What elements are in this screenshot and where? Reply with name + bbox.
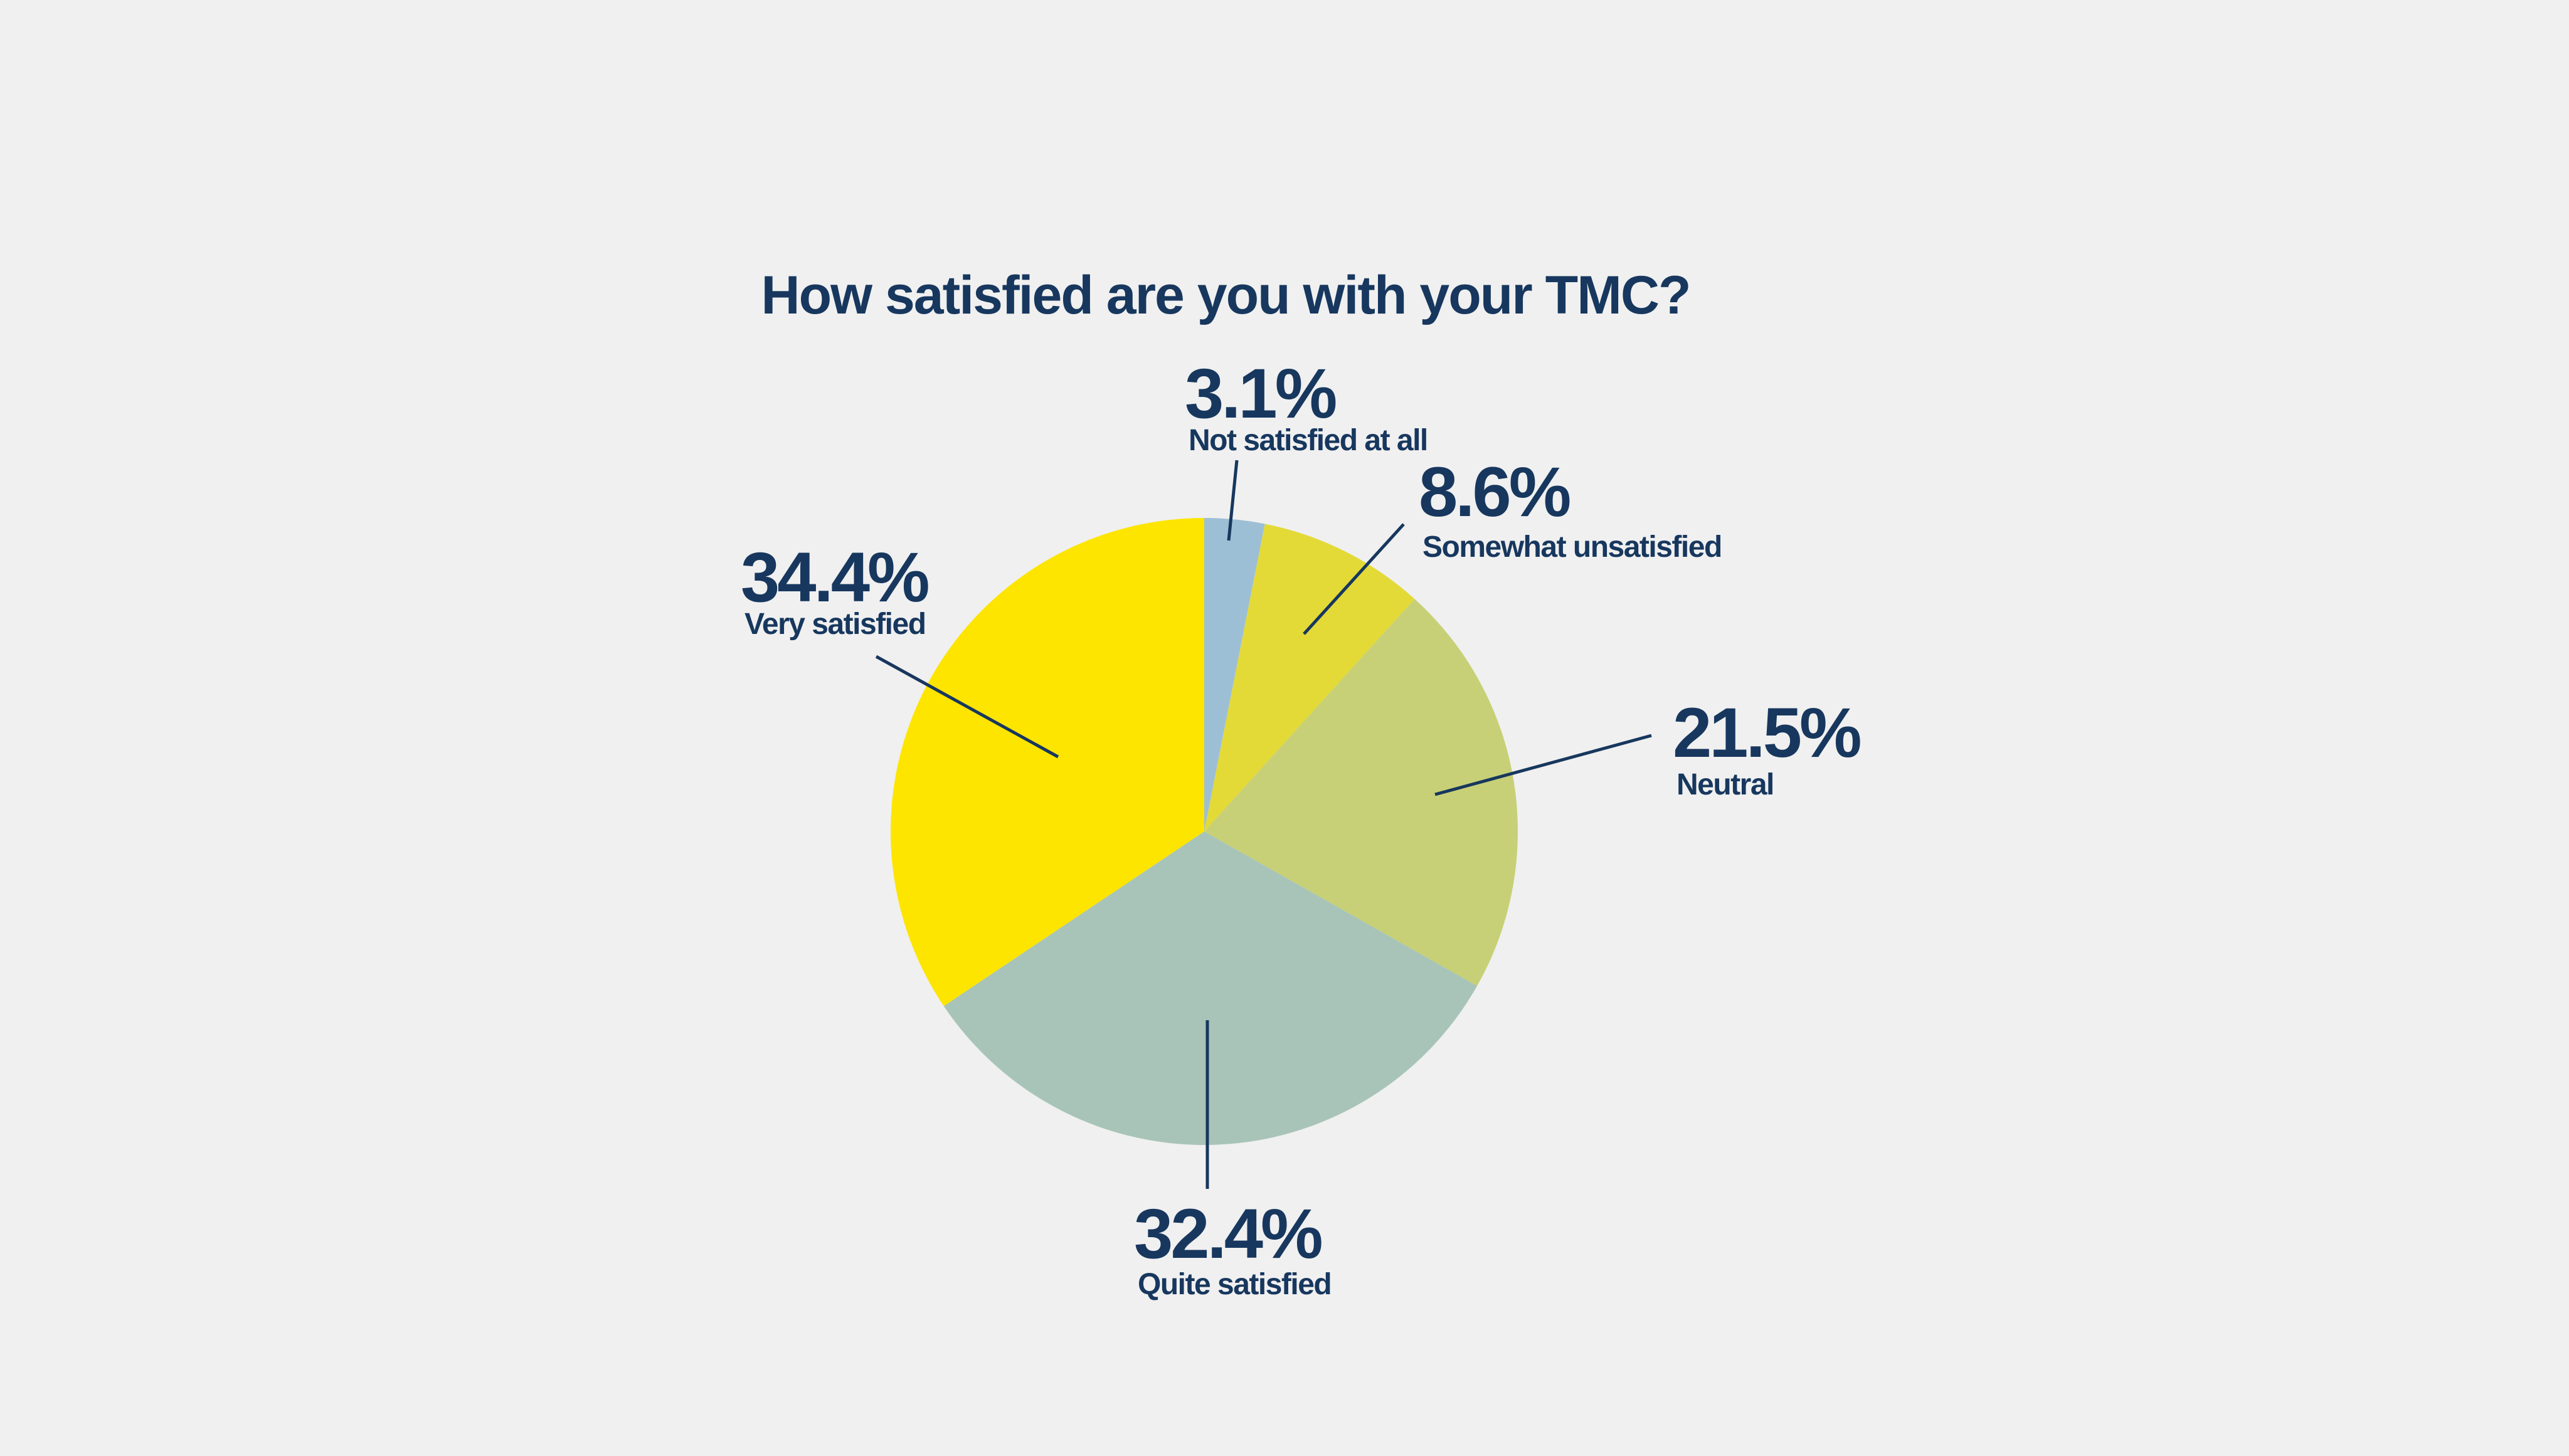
pie-slice-very-satisfied [891,518,1204,1006]
pie-slice-quite-satisfied [943,831,1478,1145]
data-label-value: 8.6% [1419,453,1570,531]
leader-line [1303,523,1405,635]
data-label-category: Somewhat unsatisfied [1422,530,1722,564]
pie-slice-not-satisfied-at-all [1204,518,1265,831]
leader-line [1227,460,1239,541]
data-label-value: 3.1% [1185,354,1336,433]
chart-title: How satisfied are you with your TMC? [761,265,1690,325]
pie-slice-neutral [1204,599,1518,986]
data-label-value: 32.4% [1134,1195,1322,1273]
leader-line [1434,734,1652,796]
leader-line [875,655,1059,759]
data-label-category: Very satisfied [744,608,926,641]
data-label-value: 34.4% [741,538,928,616]
data-label-value: 21.5% [1673,694,1860,772]
pie-slice-somewhat-unsatisfied [1204,524,1415,831]
data-label-category: Quite satisfied [1138,1268,1331,1301]
data-label-category: Neutral [1676,768,1774,801]
data-label-category: Not satisfied at all [1189,424,1428,457]
